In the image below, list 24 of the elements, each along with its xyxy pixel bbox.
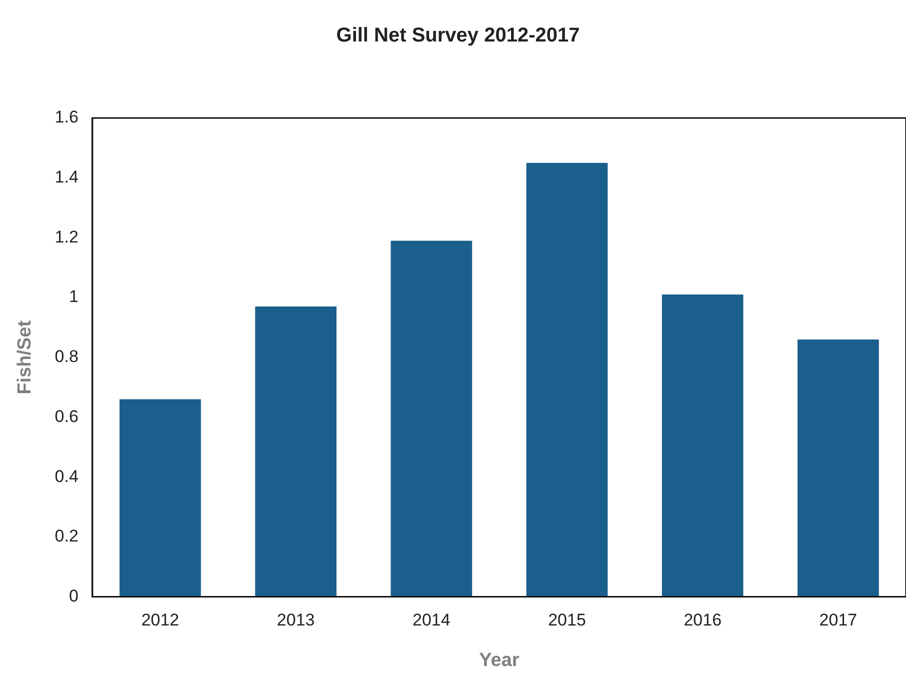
y-tick-label: 0.4 [54, 466, 78, 486]
x-tick-label: 2013 [276, 610, 315, 630]
y-tick-label: 1 [68, 287, 78, 306]
y-tick-label: 0.8 [54, 347, 78, 366]
x-tick-label: 2017 [819, 610, 858, 630]
bar [662, 294, 744, 597]
y-tick-label: 0.2 [54, 526, 78, 546]
x-tick-label: 2016 [684, 610, 722, 630]
x-tick-label: 2015 [548, 610, 586, 630]
x-tick-label: 2014 [412, 610, 450, 630]
bar [798, 339, 879, 597]
y-tick-label: 1.6 [54, 108, 78, 127]
bar [120, 399, 201, 597]
y-tick-label: 1.2 [54, 227, 78, 246]
bar [390, 240, 472, 597]
bar [526, 162, 608, 597]
y-tick-label: 1.4 [54, 168, 78, 187]
y-axis-title: Fish/Set [14, 320, 36, 394]
y-tick-label: 0.6 [54, 406, 78, 426]
chart-title: Gill Net Survey 2012-2017 [336, 24, 580, 47]
y-tick-label: 0 [68, 586, 78, 606]
bar [255, 306, 337, 597]
x-tick-label: 2012 [141, 610, 180, 630]
x-axis-title: Year [479, 650, 520, 671]
